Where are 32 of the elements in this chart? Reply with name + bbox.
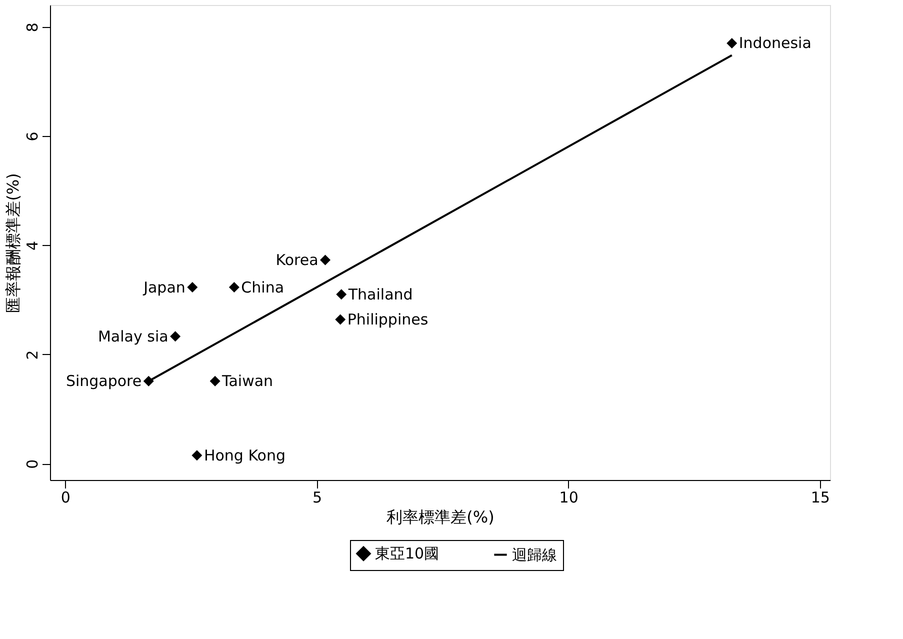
- y-tick-label: 0: [24, 459, 42, 469]
- annotation: Philippines: [347, 310, 428, 328]
- point: [170, 331, 181, 342]
- x-tick-label: 5: [312, 488, 322, 506]
- point: [192, 450, 202, 461]
- point: [187, 282, 198, 293]
- y-tick-label: 4: [24, 240, 42, 251]
- point: [228, 282, 240, 293]
- annotation: Malay sia: [98, 327, 168, 346]
- x-tick-label: 0: [60, 488, 70, 506]
- legend-label: 迴歸線: [512, 546, 557, 564]
- y-tick-label: 2: [24, 350, 42, 360]
- point: [335, 314, 346, 325]
- y-axis-title: 匯率報酬標準差(%): [4, 173, 22, 313]
- x-tick-label: 10: [559, 488, 578, 506]
- annotation: Thailand: [347, 285, 413, 304]
- annotation: Hong Kong: [204, 446, 286, 464]
- y-tick-label: 6: [24, 132, 42, 142]
- legend-label: 東亞10國: [375, 544, 440, 563]
- point: [726, 38, 738, 48]
- point: [336, 289, 347, 300]
- x-tick-label: 15: [810, 488, 830, 506]
- annotation: China: [241, 278, 284, 296]
- annotation: Indonesia: [738, 34, 812, 52]
- point: [320, 254, 331, 266]
- y-tick-label: 8: [24, 22, 42, 32]
- annotation: Korea: [276, 250, 318, 269]
- x-axis-title: 利率標準差(%): [386, 508, 494, 526]
- annotation: Taiwan: [221, 372, 274, 390]
- annotation: Japan: [142, 278, 186, 296]
- annotation: Singapore: [66, 372, 142, 390]
- point: [210, 376, 220, 386]
